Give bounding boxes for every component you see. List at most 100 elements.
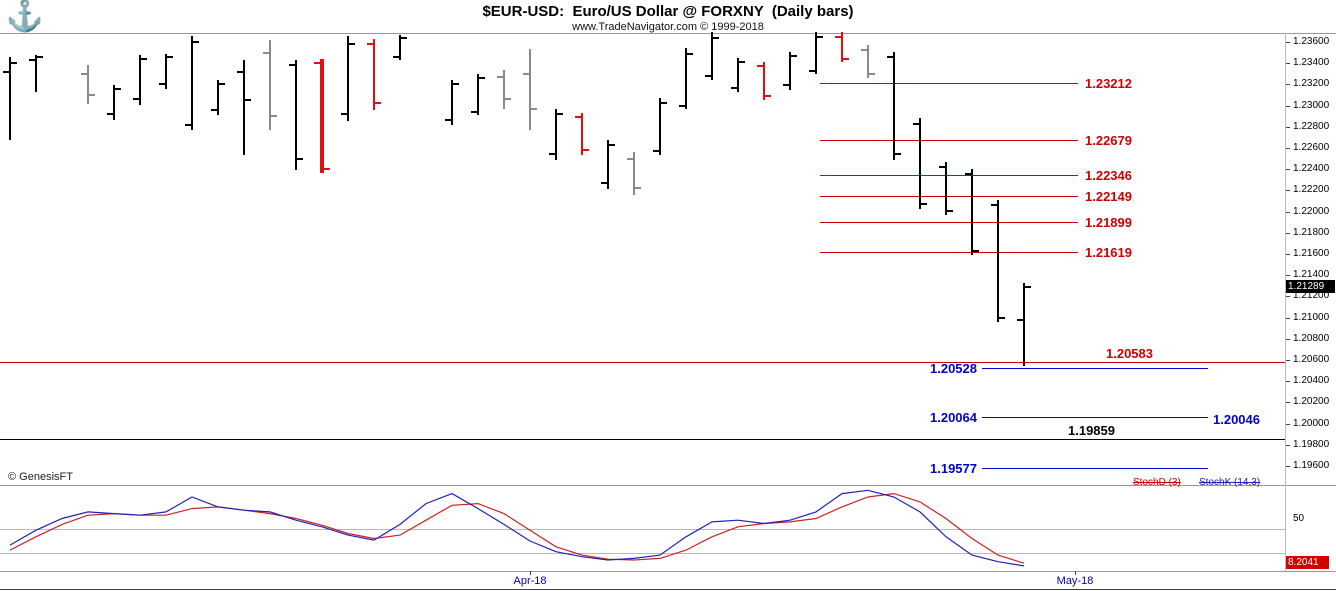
price-axis-tick — [1286, 42, 1290, 43]
price-axis-label: 1.20000 — [1293, 418, 1330, 429]
ohlc-open-tick — [653, 150, 659, 152]
price-axis-label: 1.23400 — [1293, 57, 1330, 68]
ohlc-bar-range — [295, 60, 297, 170]
header-divider — [0, 33, 1336, 34]
price-axis-tick — [1286, 127, 1290, 128]
price-level-label: 1.19859 — [1068, 423, 1115, 438]
price-axis-label: 1.23600 — [1293, 36, 1330, 47]
price-axis-label: 1.20800 — [1293, 333, 1330, 344]
ohlc-bar-range — [607, 140, 609, 189]
price-level-line — [820, 175, 1078, 176]
bottom-border — [0, 589, 1336, 590]
ohlc-open-tick — [835, 36, 841, 38]
ohlc-open-tick — [939, 166, 945, 168]
price-axis-tick — [1286, 360, 1290, 361]
ohlc-bar-range — [165, 54, 167, 89]
price-level-line — [820, 140, 1078, 141]
ohlc-open-tick — [393, 56, 399, 58]
price-axis-tick — [1286, 190, 1290, 191]
ohlc-close-tick — [895, 153, 901, 155]
ohlc-open-tick — [523, 73, 529, 75]
price-axis-tick — [1286, 212, 1290, 213]
stoch-gridline — [0, 529, 1285, 530]
ohlc-bar-range — [503, 70, 505, 109]
price-axis-label: 1.19800 — [1293, 439, 1330, 450]
ohlc-bar-range — [477, 74, 479, 115]
ohlc-open-tick — [211, 109, 217, 111]
ohlc-bar-range — [87, 65, 89, 104]
ohlc-open-tick — [81, 73, 87, 75]
ohlc-close-tick — [999, 317, 1005, 319]
ohlc-close-tick — [401, 37, 407, 39]
ohlc-bar-range — [919, 118, 921, 209]
price-level-label: 1.21899 — [1085, 215, 1132, 230]
ohlc-open-tick — [679, 105, 685, 107]
ohlc-bar-range — [685, 48, 687, 109]
ohlc-bar-range — [269, 40, 271, 130]
price-axis-label: 1.22400 — [1293, 163, 1330, 174]
ohlc-open-tick — [185, 124, 191, 126]
ohlc-bar-range — [763, 62, 765, 100]
stochd-legend-label[interactable]: StochD (3) — [1133, 477, 1181, 488]
genesis-watermark: © GenesisFT — [8, 471, 73, 483]
ohlc-bar-range — [243, 60, 245, 155]
panel-divider — [0, 485, 1336, 486]
price-level-line — [982, 417, 1208, 418]
ohlc-bar-range — [139, 55, 141, 105]
price-level-label: 1.22679 — [1085, 133, 1132, 148]
ohlc-bar-range — [945, 162, 947, 215]
ohlc-close-tick — [245, 99, 251, 101]
price-level-line — [0, 439, 1285, 440]
ohlc-close-tick — [375, 102, 381, 104]
price-axis-tick — [1286, 233, 1290, 234]
stochk-legend-label[interactable]: StochK (14,3) — [1199, 477, 1261, 488]
price-axis-label: 1.21600 — [1293, 248, 1330, 259]
price-level-line — [820, 252, 1078, 253]
ohlc-close-tick — [89, 94, 95, 96]
price-axis-label: 1.21000 — [1293, 312, 1330, 323]
ohlc-close-tick — [324, 168, 330, 170]
ohlc-open-tick — [1017, 319, 1023, 321]
price-axis-tick — [1286, 339, 1290, 340]
price-axis-label: 1.23000 — [1293, 100, 1330, 111]
price-level-line — [820, 222, 1078, 223]
ohlc-open-tick — [341, 113, 347, 115]
ohlc-open-tick — [575, 116, 581, 118]
ohlc-close-tick — [843, 58, 849, 60]
ohlc-close-tick — [609, 144, 615, 146]
ohlc-close-tick — [219, 83, 225, 85]
ohlc-open-tick — [314, 62, 320, 64]
price-axis-label: 1.21200 — [1293, 290, 1330, 301]
ohlc-bar-range — [659, 98, 661, 155]
price-axis-label: 1.20200 — [1293, 396, 1330, 407]
ohlc-bar-range — [997, 200, 999, 322]
ohlc-open-tick — [237, 71, 243, 73]
ohlc-close-tick — [115, 88, 121, 90]
price-level-label: 1.22346 — [1085, 168, 1132, 183]
price-axis-label: 1.22600 — [1293, 142, 1330, 153]
ohlc-open-tick — [757, 65, 763, 67]
ohlc-close-tick — [193, 41, 199, 43]
price-axis-label: 1.19600 — [1293, 460, 1330, 471]
ohlc-bar-range — [555, 109, 557, 160]
ohlc-close-tick — [453, 83, 459, 85]
price-axis-label: 1.22800 — [1293, 121, 1330, 132]
ohlc-open-tick — [549, 153, 555, 155]
ohlc-close-tick — [713, 37, 719, 39]
ohlc-close-tick — [297, 158, 303, 160]
ohlc-open-tick — [601, 182, 607, 184]
ohlc-open-tick — [29, 59, 35, 61]
ohlc-open-tick — [991, 204, 997, 206]
price-level-label: 1.20046 — [1213, 412, 1260, 427]
ohlc-open-tick — [783, 84, 789, 86]
ohlc-close-tick — [37, 56, 43, 58]
ohlc-open-tick — [705, 75, 711, 77]
ohlc-open-tick — [913, 123, 919, 125]
ohlc-open-tick — [731, 87, 737, 89]
price-axis-tick — [1286, 254, 1290, 255]
ohlc-bar-range — [971, 169, 973, 255]
ohlc-open-tick — [107, 113, 113, 115]
ohlc-bar-range — [893, 52, 895, 160]
ohlc-open-tick — [861, 49, 867, 51]
ohlc-open-tick — [887, 56, 893, 58]
